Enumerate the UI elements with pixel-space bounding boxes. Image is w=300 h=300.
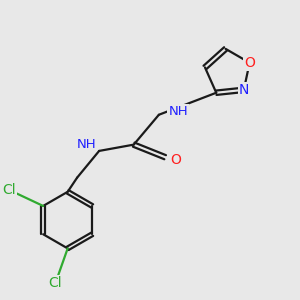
Text: NH: NH [168,105,188,118]
Text: NH: NH [76,138,96,151]
Text: O: O [171,153,182,167]
Text: O: O [244,56,255,70]
Text: Cl: Cl [48,276,62,290]
Text: N: N [238,83,249,97]
Text: Cl: Cl [2,183,15,197]
